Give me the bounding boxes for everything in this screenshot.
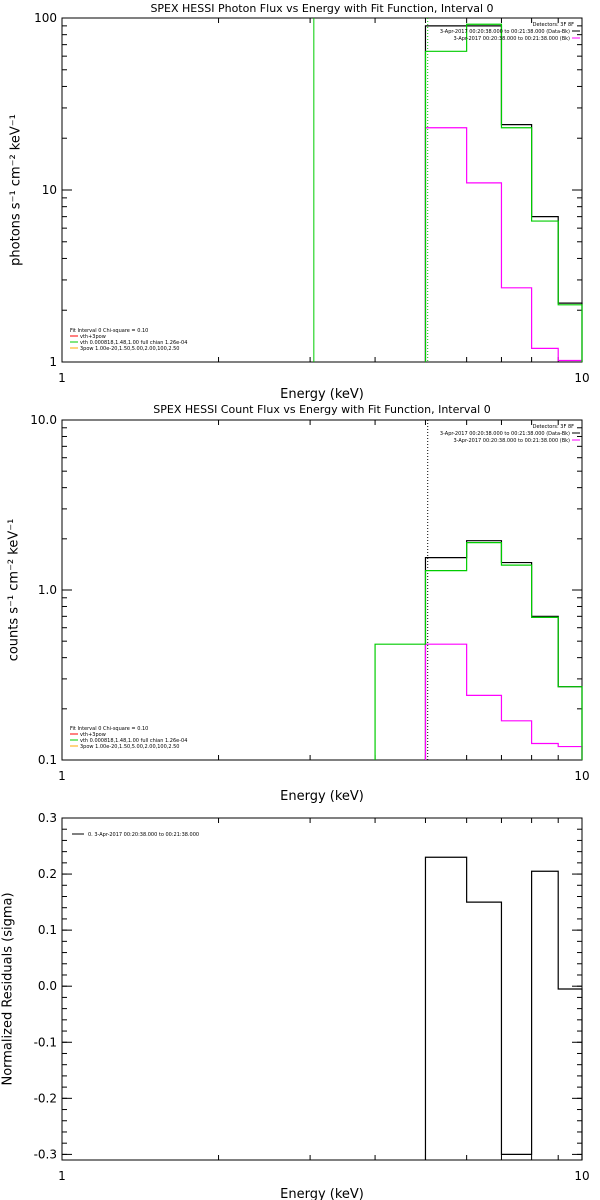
y-tick-label: 0.2: [38, 867, 57, 881]
y-tick-label: 10: [42, 183, 57, 197]
plot-frame: [61, 419, 583, 761]
legend-fit-entry: 3pow 1.00e-20,1.50,5.00,2.00,100,2.50: [80, 346, 180, 352]
chart-panel-1: SPEX HESSI Photon Flux vs Energy with Fi…: [9, 2, 590, 402]
plot-frame: [61, 817, 583, 1161]
y-tick-label: 0.0: [38, 979, 57, 993]
legend-entry-label: 3-Apr-2017 00:20:38.000 to 00:21:38.000 …: [440, 29, 570, 35]
y-tick-label: 0.1: [38, 923, 57, 937]
legend-fit-header: Fit Interval 0 Chi-square = 0.10: [70, 328, 148, 334]
series-data-bk: [424, 25, 583, 362]
y-axis-label: Normalized Residuals (sigma): [1, 892, 16, 1085]
x-tick-label: 10: [574, 769, 589, 783]
legend-fit-entry: vth+3pow: [80, 732, 106, 738]
y-tick-label: 100: [34, 11, 57, 25]
x-tick-label: 1: [58, 371, 66, 385]
x-tick-label: 10: [574, 1169, 589, 1183]
y-tick-label: -0.3: [34, 1147, 57, 1161]
legend-fit-header: Fit Interval 0 Chi-square = 0.10: [70, 726, 148, 732]
legend-fit-entry: vth 0.000818,1.48,1.00 full chian 1.26e-…: [80, 738, 187, 744]
series-bk: [424, 643, 583, 760]
legend-entry-label: 0. 3-Apr-2017 00:20:38.000 to 00:21:38.0…: [88, 832, 199, 838]
legend-entry-label: 3-Apr-2017 00:20:38.000 to 00:21:38.000 …: [453, 36, 570, 42]
x-axis-label: Energy (keV): [280, 789, 364, 804]
chart-panel-2: SPEX HESSI Count Flux vs Energy with Fit…: [7, 403, 590, 804]
y-tick-label: 10.0: [30, 413, 57, 427]
y-axis-label: photons s⁻¹ cm⁻² keV⁻¹: [9, 114, 24, 266]
legend-entry-label: 3-Apr-2017 00:20:38.000 to 00:21:38.000 …: [453, 438, 570, 444]
plot-frame: [61, 17, 583, 363]
series-residuals: [424, 856, 583, 1160]
x-axis-label: Energy (keV): [280, 387, 364, 402]
series-fit: [424, 23, 583, 362]
series-bk: [424, 127, 583, 362]
legend-detectors: Detectors: 3F 8F: [533, 22, 574, 28]
y-tick-label: 1: [49, 355, 57, 369]
x-tick-label: 1: [58, 769, 66, 783]
legend-fit-entry: 3pow 1.00e-20,1.50,5.00,2.00,100,2.50: [80, 744, 180, 750]
legend-detectors: Detectors: 3F 8F: [533, 424, 574, 430]
legend-entry-label: 3-Apr-2017 00:20:38.000 to 00:21:38.000 …: [440, 431, 570, 437]
chart-title: SPEX HESSI Count Flux vs Energy with Fit…: [153, 403, 490, 416]
y-axis-label: counts s⁻¹ cm⁻² keV⁻¹: [7, 519, 22, 662]
y-tick-label: -0.1: [34, 1035, 57, 1049]
chart-panel-3: Energy (keV) Normalized Residuals (sigma)…: [1, 811, 590, 1200]
x-tick-label: 1: [58, 1169, 66, 1183]
y-tick-label: 0.3: [38, 811, 57, 825]
y-tick-label: 1.0: [38, 583, 57, 597]
legend-fit-entry: vth+3pow: [80, 334, 106, 340]
x-axis-label: Energy (keV): [280, 1187, 364, 1200]
chart-title: SPEX HESSI Photon Flux vs Energy with Fi…: [150, 2, 493, 15]
x-tick-label: 10: [574, 371, 589, 385]
y-tick-label: 0.1: [38, 753, 57, 767]
series-fit: [374, 542, 583, 760]
y-tick-label: -0.2: [34, 1091, 57, 1105]
legend-fit-entry: vth 0.000818,1.48,1.00 full chian 1.26e-…: [80, 340, 187, 346]
